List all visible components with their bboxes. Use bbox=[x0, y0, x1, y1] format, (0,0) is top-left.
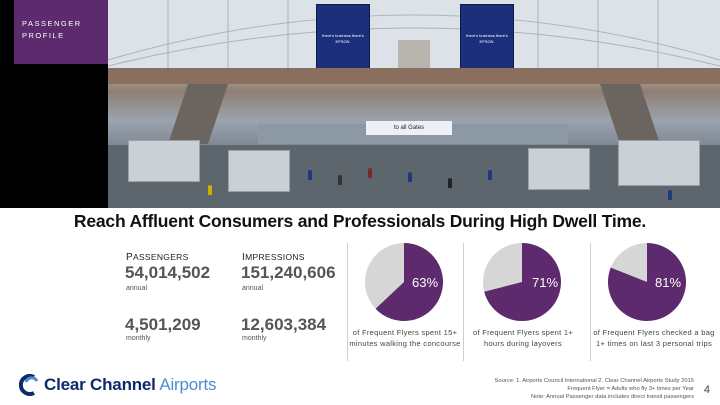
pie-1-percent: 63% bbox=[411, 275, 439, 290]
gates-sign: to all Gates bbox=[366, 121, 452, 135]
traveler bbox=[408, 172, 412, 182]
source-line-1: Source: 1. Airports Council Internationa… bbox=[494, 378, 694, 384]
clear-channel-logo-icon bbox=[18, 374, 39, 396]
pie-3-caption: of Frequent Flyers checked a bag 1+ time… bbox=[593, 328, 715, 348]
passengers-annual-unit: annual bbox=[126, 285, 148, 292]
passengers-monthly-value: 4,501,209 bbox=[125, 315, 201, 334]
traveler bbox=[368, 168, 372, 178]
pie-chart-3 bbox=[608, 243, 686, 321]
pie-value-slice bbox=[608, 243, 686, 321]
divider bbox=[347, 243, 348, 361]
traveler bbox=[488, 170, 492, 180]
pie-value-slice bbox=[375, 243, 443, 321]
pie-value-slice bbox=[484, 243, 561, 321]
impressions-monthly-unit: monthly bbox=[242, 335, 267, 342]
traveler bbox=[668, 190, 672, 200]
logo-text-thin: Airports bbox=[159, 375, 217, 394]
clear-channel-logo: Clear Channel Airports bbox=[14, 374, 216, 396]
impressions-annual-unit: annual bbox=[242, 285, 264, 292]
passengers-annual-value: 54,014,502 bbox=[125, 263, 211, 282]
pie-chart-2 bbox=[483, 243, 561, 321]
passengers-monthly-unit: monthly bbox=[126, 335, 151, 342]
security-booth bbox=[528, 148, 590, 190]
logo-text-bold: Clear Channel bbox=[44, 375, 156, 394]
escalators bbox=[168, 84, 660, 144]
pie-2-percent: 71% bbox=[531, 275, 559, 290]
balcony bbox=[108, 68, 720, 84]
traveler bbox=[338, 175, 342, 185]
logo-wordmark: Clear Channel Airports bbox=[44, 375, 216, 395]
page-number: 4 bbox=[703, 384, 710, 396]
source-line-3: Note: Annual Passenger data includes dir… bbox=[530, 394, 694, 400]
terminal-photo: there's business there's EPSON. there's … bbox=[108, 0, 720, 208]
traveler bbox=[208, 185, 212, 195]
impressions-label: IMPRESSIONS bbox=[242, 252, 305, 263]
section-tag: PASSENGER PROFILE bbox=[14, 0, 108, 64]
pie-1-caption: of Frequent Flyers spent 15+ minutes wal… bbox=[349, 328, 461, 348]
security-booth bbox=[618, 140, 700, 186]
security-booth bbox=[228, 150, 290, 192]
divider bbox=[590, 243, 591, 361]
passengers-label: PASSENGERS bbox=[126, 252, 189, 263]
impressions-monthly-value: 12,603,384 bbox=[241, 315, 327, 334]
headline: Reach Affluent Consumers and Professiona… bbox=[73, 211, 647, 231]
source-notes: Source: 1. Airports Council Internationa… bbox=[404, 377, 694, 401]
source-line-2: Frequent Flyer = Adults who fly 3+ times… bbox=[567, 386, 694, 392]
terminal-roof bbox=[108, 0, 720, 70]
traveler bbox=[448, 178, 452, 188]
pie-3-percent: 81% bbox=[654, 275, 682, 290]
pie-2-caption: of Frequent Flyers spent 1+ hours during… bbox=[472, 328, 574, 348]
traveler bbox=[308, 170, 312, 180]
security-booth bbox=[128, 140, 200, 182]
impressions-annual-value: 151,240,606 bbox=[241, 263, 336, 282]
pie-chart-1 bbox=[365, 243, 443, 321]
divider bbox=[463, 243, 464, 361]
